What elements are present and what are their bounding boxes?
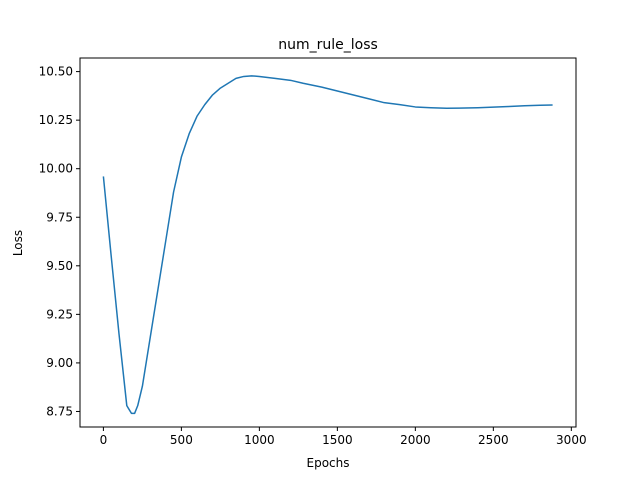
x-axis-ticks: 0 500 1000 1500 2000 2500 3000 <box>100 427 587 447</box>
y-axis-ticks: 8.75 9.00 9.25 9.50 9.75 10.00 10.25 10.50 <box>39 65 80 418</box>
x-tick-label: 2000 <box>400 433 431 447</box>
chart-title: num_rule_loss <box>278 37 378 53</box>
series-layer <box>102 75 553 415</box>
y-tick-label: 9.25 <box>46 307 73 321</box>
x-tick-label: 0 <box>100 433 108 447</box>
x-axis-label: Epochs <box>307 456 350 470</box>
x-tick-label: 500 <box>170 433 193 447</box>
x-tick-label: 1000 <box>244 433 275 447</box>
x-tick-label: 2500 <box>478 433 509 447</box>
plot-area: 0 500 1000 1500 2000 2500 3000 8.75 9.00 9.25 9.5… <box>39 57 587 447</box>
y-tick-label: 9.00 <box>46 356 73 370</box>
x-tick-label: 3000 <box>556 433 587 447</box>
y-tick-label: 10.25 <box>39 113 73 127</box>
series-line-0 <box>102 75 553 415</box>
y-tick-label: 9.50 <box>46 259 73 273</box>
y-tick-label: 10.00 <box>39 162 73 176</box>
y-tick-label: 8.75 <box>46 404 73 418</box>
y-axis-label: Loss <box>11 230 25 256</box>
y-tick-label: 10.50 <box>39 65 73 79</box>
y-tick-label: 9.75 <box>46 210 73 224</box>
x-tick-label: 1500 <box>322 433 353 447</box>
plot-frame <box>79 57 577 428</box>
